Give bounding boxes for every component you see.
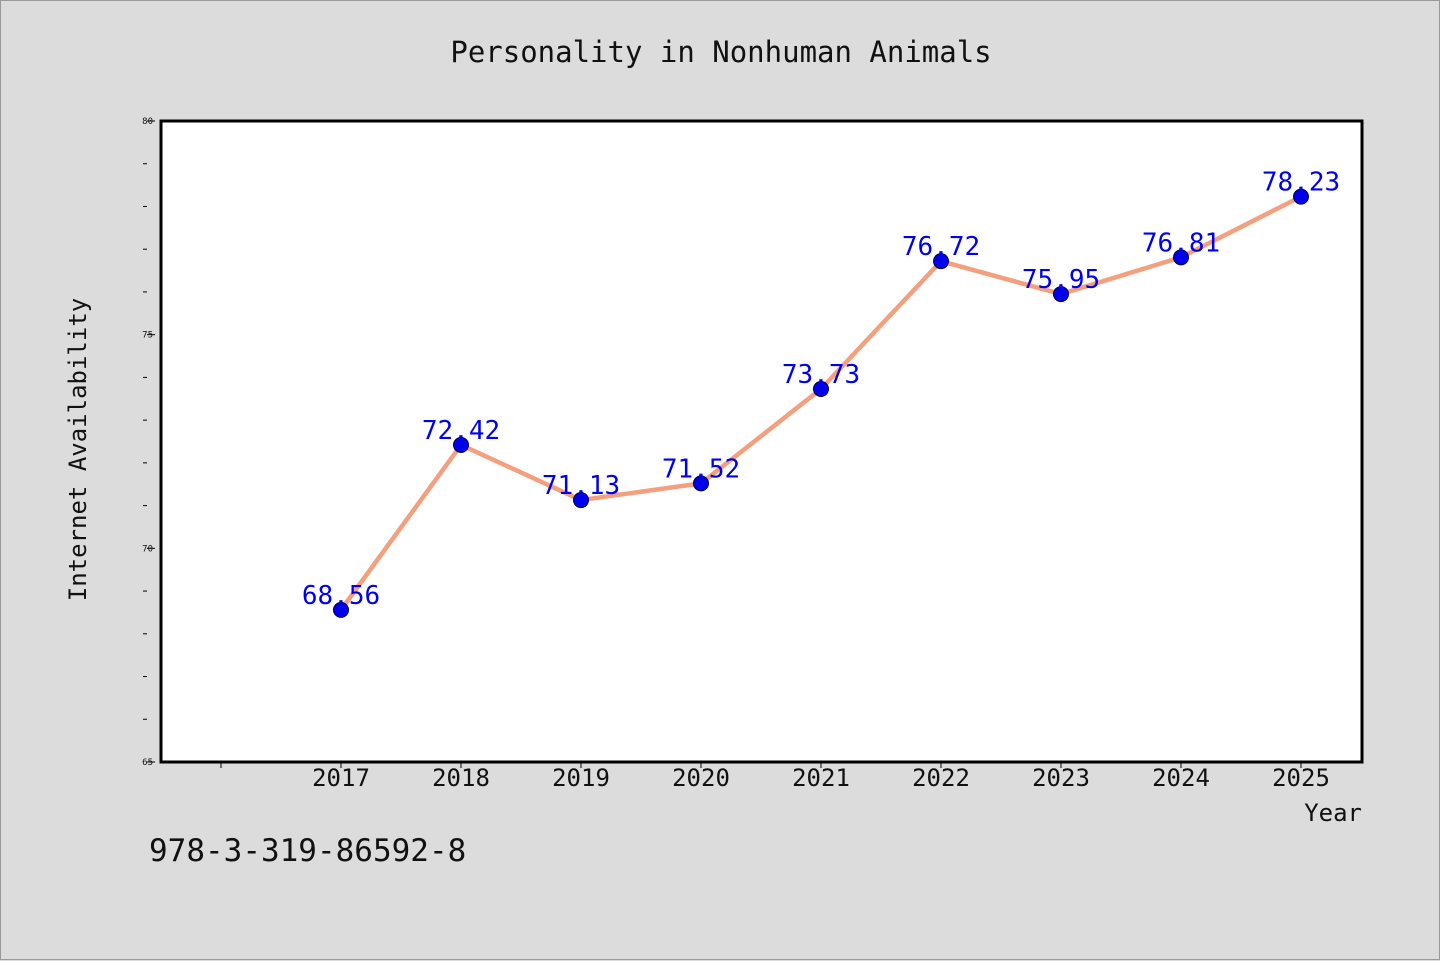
data-point — [813, 380, 829, 397]
data-point — [453, 436, 469, 453]
data-label: 71.52 — [662, 454, 740, 484]
y-tick-label: 80 — [142, 117, 153, 127]
data-point — [1173, 249, 1189, 266]
x-tick-label: 2018 — [432, 764, 490, 792]
data-label: 71.13 — [542, 471, 620, 501]
data-label: 76.81 — [1142, 228, 1220, 258]
x-tick-label: 2019 — [552, 764, 610, 792]
data-point — [693, 475, 709, 492]
x-axis-label: Year — [1304, 799, 1362, 827]
data-point — [333, 601, 349, 618]
data-point — [1293, 188, 1309, 205]
data-point — [933, 253, 949, 270]
chart-title: Personality in Nonhuman Animals — [450, 35, 992, 69]
x-tick-label: 2021 — [792, 764, 850, 792]
data-point — [1053, 286, 1069, 303]
x-axis: 2017 2018 2019 2020 2021 2022 2023 2024 2025 — [220, 762, 1330, 792]
y-axis-label: Internet Availability — [64, 298, 92, 601]
data-point — [573, 492, 589, 509]
data-label: 78.23 — [1262, 168, 1340, 198]
data-label: 76.72 — [902, 232, 980, 262]
x-tick-label: 2024 — [1152, 764, 1210, 792]
plot-area — [161, 121, 1362, 762]
x-tick-label: 2025 — [1272, 764, 1330, 792]
data-label: 68.56 — [302, 581, 380, 611]
y-tick-label: 65 — [142, 758, 153, 768]
data-label: 75.95 — [1022, 265, 1100, 295]
y-axis: 65 70 75 80 — [142, 117, 155, 768]
y-tick-label: 75 — [142, 331, 153, 341]
y-tick-label: 70 — [142, 544, 153, 554]
plot-frame — [159, 119, 1364, 764]
data-label: 72.42 — [422, 416, 500, 446]
footer-identifier: 978-3-319-86592-8 — [149, 833, 467, 869]
series-0: 68.56 72.42 71.13 71.52 73.73 76.72 75.95 76.81… — [302, 168, 1340, 618]
x-tick-label: 2020 — [672, 764, 730, 792]
x-tick-label: 2022 — [912, 764, 970, 792]
x-tick-label: 2023 — [1032, 764, 1090, 792]
data-label: 73.73 — [782, 360, 860, 390]
x-tick-label: 2017 — [312, 764, 370, 792]
